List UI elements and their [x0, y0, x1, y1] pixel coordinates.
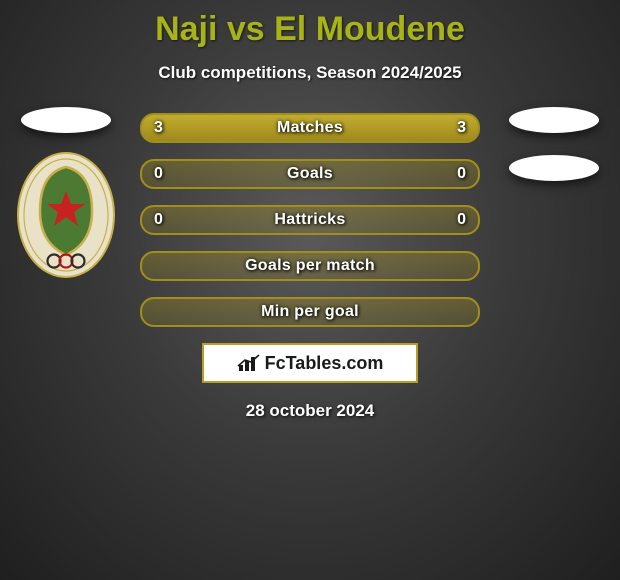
stat-right-value: 3: [457, 119, 466, 137]
brand-text: FcTables.com: [265, 353, 384, 374]
stat-label: Min per goal: [261, 303, 359, 321]
stat-row-min-per-goal: Min per goal: [140, 297, 480, 327]
report-date: 28 october 2024: [0, 401, 620, 421]
stat-label: Goals: [287, 165, 333, 183]
right-player-photo-placeholder: [509, 107, 599, 133]
left-player-photo-placeholder: [21, 107, 111, 133]
comparison-content: 3 Matches 3 0 Goals 0 0 Hattricks 0 Goal…: [0, 113, 620, 421]
stat-right-value: 0: [457, 211, 466, 229]
page-title: Naji vs El Moudene: [0, 0, 620, 49]
stat-label: Matches: [277, 119, 343, 137]
bar-chart-icon: [237, 353, 263, 373]
stat-label: Hattricks: [274, 211, 345, 229]
stat-row-goals: 0 Goals 0: [140, 159, 480, 189]
right-player-club-placeholder: [509, 155, 599, 181]
stat-label: Goals per match: [245, 257, 375, 275]
left-player-column: [16, 107, 116, 279]
stat-row-goals-per-match: Goals per match: [140, 251, 480, 281]
brand-attribution[interactable]: FcTables.com: [202, 343, 418, 383]
stat-row-hattricks: 0 Hattricks 0: [140, 205, 480, 235]
stat-right-value: 0: [457, 165, 466, 183]
subtitle: Club competitions, Season 2024/2025: [0, 63, 620, 83]
stats-table: 3 Matches 3 0 Goals 0 0 Hattricks 0 Goal…: [140, 113, 480, 327]
left-player-club-badge: [16, 151, 116, 279]
stat-left-value: 0: [154, 165, 163, 183]
stat-left-value: 3: [154, 119, 163, 137]
stat-left-value: 0: [154, 211, 163, 229]
stat-row-matches: 3 Matches 3: [140, 113, 480, 143]
right-player-column: [504, 107, 604, 199]
